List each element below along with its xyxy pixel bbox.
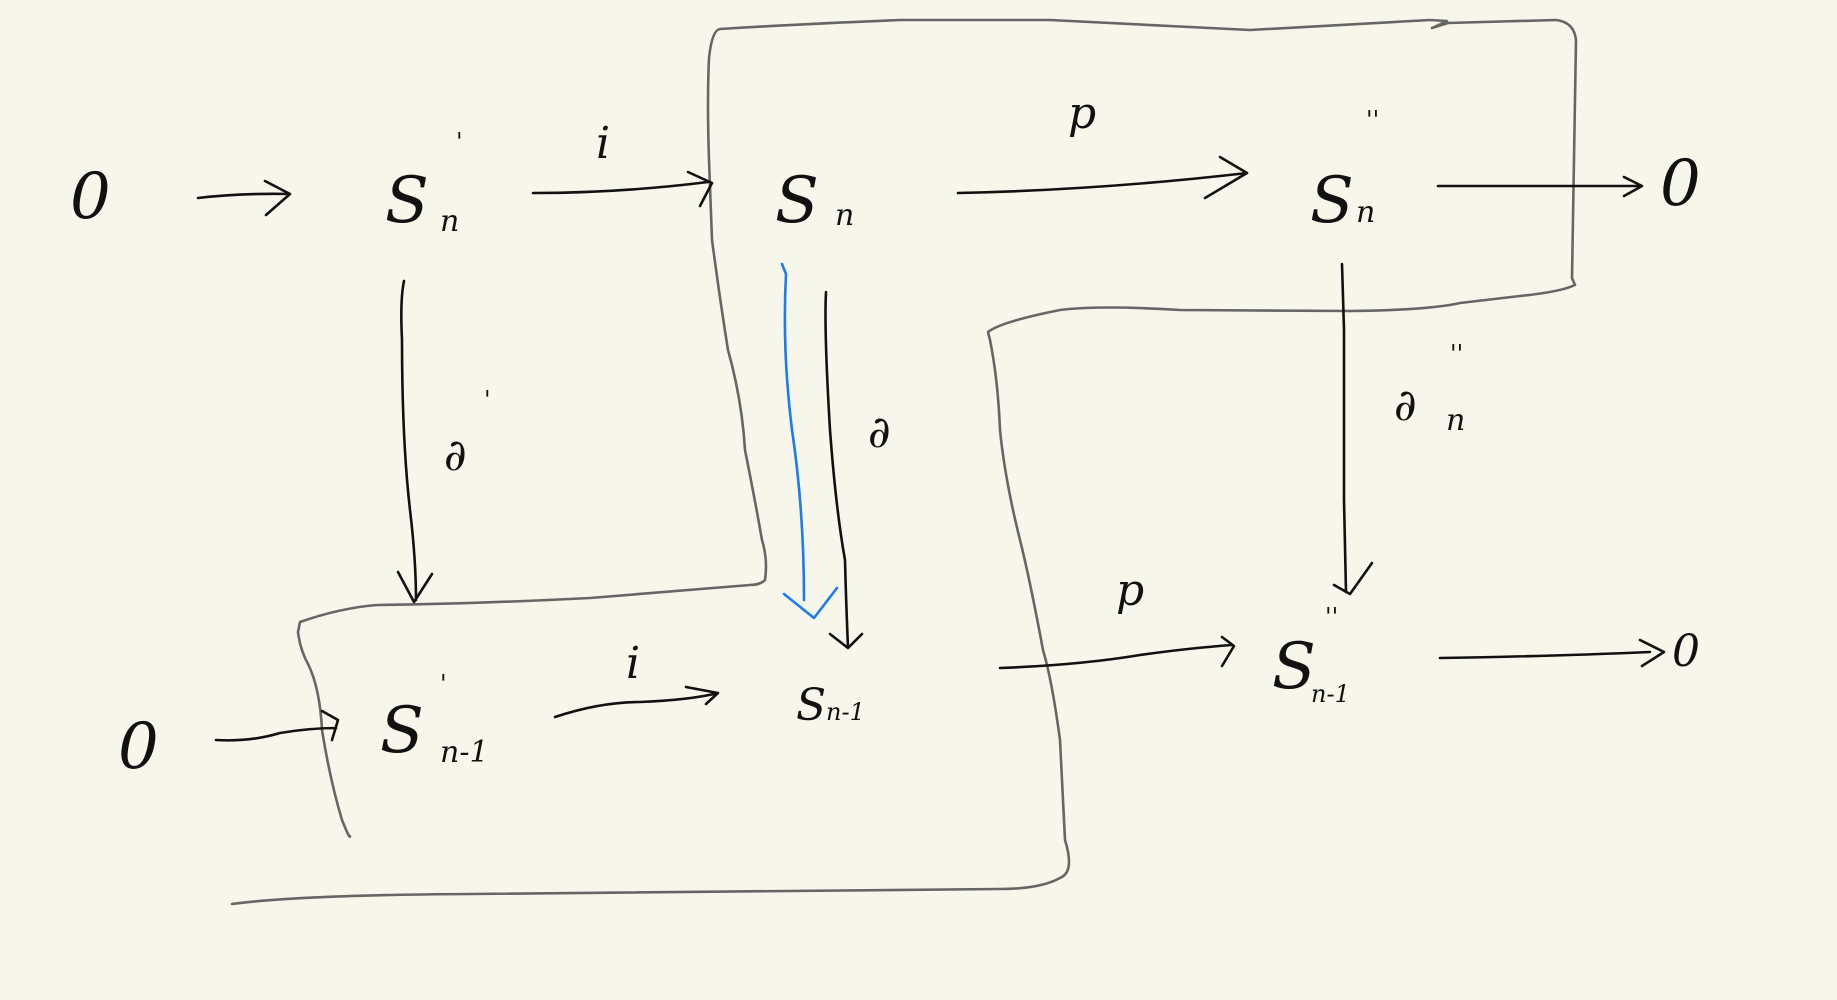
snake-region-outline bbox=[230, 18, 1578, 906]
svg-text:': ' bbox=[484, 386, 491, 414]
label-i-top: i bbox=[596, 118, 610, 169]
svg-text:'': '' bbox=[1450, 340, 1463, 368]
arrow-i-top bbox=[531, 170, 714, 208]
arrow-i-bottom bbox=[553, 685, 720, 719]
arrow-bottom-sdprime-to-0 bbox=[1438, 638, 1666, 668]
svg-text:S: S bbox=[385, 164, 429, 238]
svg-text:n: n bbox=[1446, 403, 1465, 438]
svg-text:S: S bbox=[1272, 630, 1316, 704]
svg-text:S: S bbox=[1310, 164, 1354, 238]
node-s-double-prime-n-minus-1: S n-1 '' bbox=[1272, 603, 1350, 708]
svg-text:n: n bbox=[1356, 195, 1375, 230]
bottom-zero-right: 0 bbox=[1672, 626, 1700, 677]
svg-text:n-1: n-1 bbox=[440, 735, 489, 770]
svg-text:S: S bbox=[380, 694, 424, 768]
svg-text:': ' bbox=[456, 128, 463, 156]
label-p-top: p bbox=[1068, 88, 1096, 139]
svg-text:∂: ∂ bbox=[444, 430, 467, 481]
node-s-double-prime-n: S n '' bbox=[1310, 106, 1379, 238]
label-p-bottom: p bbox=[1116, 565, 1144, 616]
bottom-zero-left: 0 bbox=[118, 710, 159, 784]
label-del-prime: ∂ ' bbox=[444, 386, 491, 481]
arrow-connecting-blue bbox=[780, 262, 839, 620]
top-zero-left: 0 bbox=[70, 160, 111, 234]
svg-text:'': '' bbox=[1366, 106, 1379, 134]
label-del-double-prime-n: ∂ n '' bbox=[1394, 340, 1465, 438]
label-del-middle: ∂ bbox=[868, 407, 891, 458]
arrow-p-top bbox=[956, 155, 1249, 200]
arrow-top-sdprime-to-0 bbox=[1436, 175, 1644, 198]
arrow-del-double-prime-n bbox=[1332, 262, 1374, 596]
svg-text:n-1: n-1 bbox=[1311, 680, 1350, 708]
node-s-n-minus-1: S n-1 bbox=[796, 680, 865, 731]
node-s-prime-n: S n ' bbox=[385, 128, 463, 239]
node-s-prime-n-minus-1: S n-1 ' bbox=[380, 670, 489, 770]
svg-text:'': '' bbox=[1325, 603, 1338, 631]
arrow-p-bottom bbox=[998, 635, 1236, 670]
arrow-del-prime bbox=[396, 279, 434, 604]
svg-text:∂: ∂ bbox=[1394, 380, 1417, 431]
label-i-bottom: i bbox=[626, 638, 640, 689]
svg-text:n: n bbox=[440, 204, 459, 239]
svg-text:S: S bbox=[775, 164, 819, 238]
node-s-n: S n bbox=[775, 164, 854, 238]
bottom-row: 0 S n-1 ' i S n-1 p S n-1 '' 0 bbox=[118, 565, 1700, 784]
top-zero-right: 0 bbox=[1660, 147, 1701, 221]
arrow-bottom-0-to-sprime bbox=[214, 709, 340, 742]
top-row: 0 S n ' i S n p S n '' 0 bbox=[70, 88, 1701, 239]
arrow-top-0-to-sprime bbox=[196, 179, 292, 217]
svg-text:n: n bbox=[835, 198, 854, 233]
svg-text:n-1: n-1 bbox=[826, 698, 865, 726]
arrow-del-middle bbox=[824, 290, 864, 650]
svg-text:': ' bbox=[440, 670, 447, 698]
svg-text:S: S bbox=[796, 680, 826, 731]
